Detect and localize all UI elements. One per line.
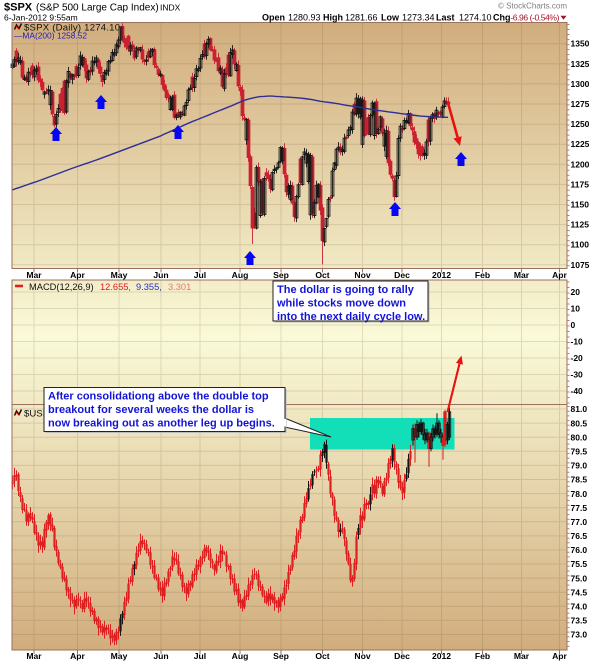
- svg-text:$SPX (Daily) 1274.10: $SPX (Daily) 1274.10: [24, 23, 120, 34]
- svg-text:Mar: Mar: [26, 651, 42, 661]
- svg-text:3.301: 3.301: [168, 282, 191, 292]
- svg-text:Dec: Dec: [394, 270, 410, 280]
- svg-text:1350: 1350: [571, 39, 590, 49]
- svg-text:77.0: 77.0: [571, 517, 588, 527]
- svg-text:Mar: Mar: [514, 270, 530, 280]
- svg-text:75.5: 75.5: [571, 559, 588, 569]
- svg-text:The dollar is going to rally: The dollar is going to rally: [277, 284, 415, 296]
- svg-text:1225: 1225: [571, 139, 590, 149]
- svg-text:74.0: 74.0: [571, 602, 588, 612]
- svg-text:now breaking out as another le: now breaking out as another leg up begin…: [48, 418, 275, 430]
- svg-text:78.0: 78.0: [571, 489, 588, 499]
- svg-text:10: 10: [571, 304, 581, 314]
- svg-text:Last: Last: [436, 13, 455, 23]
- svg-text:1281.66: 1281.66: [345, 13, 378, 23]
- svg-text:1200: 1200: [571, 159, 590, 169]
- svg-text:1273.34: 1273.34: [402, 13, 435, 23]
- svg-text:Aug: Aug: [232, 270, 249, 280]
- svg-text:1175: 1175: [571, 179, 590, 189]
- svg-text:0: 0: [571, 320, 576, 330]
- svg-text:Nov: Nov: [354, 651, 370, 661]
- svg-text:-6.96 (-0.54%): -6.96 (-0.54%): [510, 13, 559, 23]
- svg-text:© StockCharts.com: © StockCharts.com: [498, 2, 567, 11]
- svg-text:1250: 1250: [571, 119, 590, 129]
- svg-text:$SPX: $SPX: [4, 2, 33, 14]
- svg-text:$USD: $USD: [24, 409, 50, 420]
- svg-text:1275: 1275: [571, 99, 590, 109]
- svg-text:while stocks move down: while stocks move down: [276, 298, 406, 310]
- svg-text:INDX: INDX: [160, 3, 181, 13]
- svg-text:Apr: Apr: [552, 651, 567, 661]
- svg-text:Open: Open: [262, 13, 285, 23]
- svg-text:Sep: Sep: [273, 651, 289, 661]
- svg-text:Dec: Dec: [394, 651, 410, 661]
- svg-text:May: May: [111, 270, 128, 280]
- svg-text:75.0: 75.0: [571, 573, 588, 583]
- svg-text:74.5: 74.5: [571, 587, 588, 597]
- svg-text:79.0: 79.0: [571, 461, 588, 471]
- svg-text:breakout for several weeks the: breakout for several weeks the dollar is: [48, 404, 254, 416]
- svg-text:Sep: Sep: [273, 270, 289, 280]
- svg-text:Jun: Jun: [153, 651, 168, 661]
- svg-text:Feb: Feb: [475, 270, 490, 280]
- svg-text:Apr: Apr: [70, 270, 85, 280]
- svg-text:Oct: Oct: [315, 270, 329, 280]
- svg-text:-40: -40: [571, 386, 584, 396]
- svg-text:After consolidationg above the: After consolidationg above the double to…: [48, 391, 269, 403]
- svg-text:80.5: 80.5: [571, 418, 588, 428]
- svg-text:1150: 1150: [571, 200, 590, 210]
- svg-text:78.5: 78.5: [571, 475, 588, 485]
- svg-text:1274.10: 1274.10: [459, 13, 492, 23]
- svg-text:1300: 1300: [571, 79, 590, 89]
- svg-text:2012: 2012: [432, 270, 451, 280]
- svg-text:-10: -10: [571, 337, 584, 347]
- svg-text:Oct: Oct: [315, 651, 329, 661]
- svg-text:into the next daily cycle low.: into the next daily cycle low.: [277, 311, 425, 323]
- svg-text:77.5: 77.5: [571, 503, 588, 513]
- svg-text:Apr: Apr: [70, 651, 85, 661]
- svg-text:Chg: Chg: [493, 13, 511, 23]
- svg-text:73.0: 73.0: [571, 630, 588, 640]
- svg-text:(S&P 500 Large Cap Index): (S&P 500 Large Cap Index): [36, 3, 159, 14]
- svg-text:12.655,: 12.655,: [100, 282, 131, 292]
- svg-text:79.5: 79.5: [571, 447, 588, 457]
- svg-text:1100: 1100: [571, 240, 590, 250]
- svg-text:—MA(200) 1258.52: —MA(200) 1258.52: [14, 31, 87, 41]
- svg-text:May: May: [111, 651, 128, 661]
- svg-text:Jul: Jul: [194, 651, 206, 661]
- svg-text:2012: 2012: [432, 651, 451, 661]
- svg-text:High: High: [323, 13, 343, 23]
- svg-text:1325: 1325: [571, 59, 590, 69]
- svg-text:1125: 1125: [571, 220, 590, 230]
- svg-text:20: 20: [571, 287, 581, 297]
- svg-text:Mar: Mar: [26, 270, 42, 280]
- svg-text:1075: 1075: [571, 260, 590, 270]
- svg-text:6-Jan-2012 9:55am: 6-Jan-2012 9:55am: [4, 13, 78, 23]
- svg-text:-20: -20: [571, 353, 584, 363]
- svg-text:Feb: Feb: [475, 651, 490, 661]
- svg-text:Jul: Jul: [194, 270, 206, 280]
- svg-text:76.5: 76.5: [571, 531, 588, 541]
- svg-text:80.0: 80.0: [571, 432, 588, 442]
- svg-text:MACD(12,26,9): MACD(12,26,9): [29, 282, 94, 292]
- svg-text:Nov: Nov: [354, 270, 370, 280]
- svg-text:1280.93: 1280.93: [288, 13, 321, 23]
- svg-text:9.355,: 9.355,: [136, 282, 162, 292]
- svg-text:Jun: Jun: [153, 270, 168, 280]
- svg-text:76.0: 76.0: [571, 545, 588, 555]
- svg-text:73.5: 73.5: [571, 616, 588, 626]
- svg-text:Aug: Aug: [232, 651, 249, 661]
- svg-text:Low: Low: [381, 13, 400, 23]
- svg-text:-30: -30: [571, 370, 584, 380]
- svg-text:81.0: 81.0: [571, 404, 588, 414]
- svg-text:Mar: Mar: [514, 651, 530, 661]
- svg-text:Apr: Apr: [552, 270, 567, 280]
